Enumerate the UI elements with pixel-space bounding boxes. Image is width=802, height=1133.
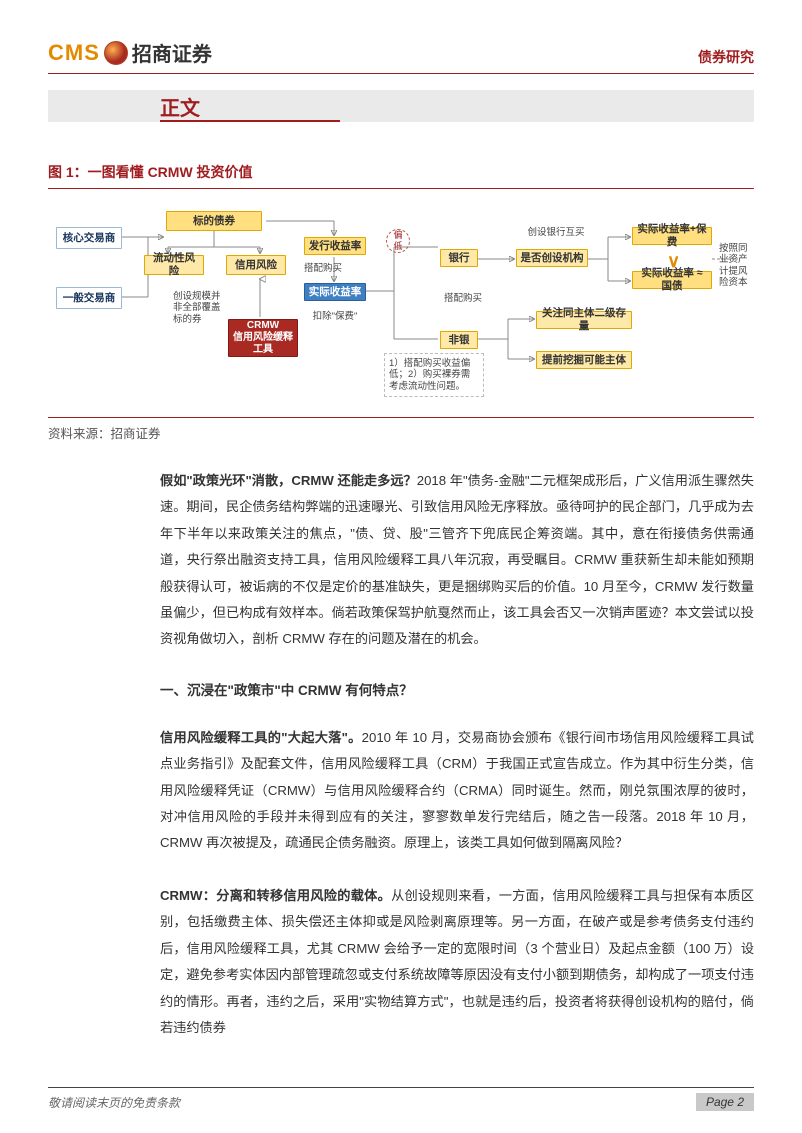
- section-heading-1: 一、沉浸在"政策市"中 CRMW 有何特点？: [160, 679, 754, 699]
- brand-logo-icon: [104, 41, 128, 65]
- p2-body: 2010 年 10 月，交易商协会颁布《银行间市场信用风险缓释工具试点业务指引》…: [160, 730, 754, 851]
- title-text: 正文: [160, 92, 200, 121]
- node-yield-eq-gov: 实际收益率 ≈ 国债: [632, 271, 712, 289]
- label-match-buy: 搭配购买: [298, 261, 348, 276]
- brand-cn-text: 招商证券: [132, 38, 212, 67]
- node-mining: 提前挖掘可能主体: [536, 351, 632, 369]
- label-capital-note: 按照同业资产计提风险资本: [716, 241, 756, 291]
- node-actual-yield: 实际收益率: [304, 283, 366, 301]
- paragraph-2: 信用风险缓释工具的"大起大落"。2010 年 10 月，交易商协会颁布《银行间市…: [160, 725, 754, 857]
- node-issue-yield: 发行收益率: [304, 237, 366, 255]
- node-nonbank: 非银: [440, 331, 478, 349]
- p1-lead: 假如"政策光环"消散，CRMW 还能走多远？: [160, 473, 417, 488]
- paragraph-3: CRMW：分离和转移信用风险的载体。从创设规则来看，一方面，信用风险缓释工具与担…: [160, 883, 754, 1041]
- p3-body: 从创设规则来看，一方面，信用风险缓释工具与担保有本质区别，包括缴费主体、损失偿还…: [160, 888, 754, 1035]
- node-general-dealer: 一般交易商: [56, 287, 122, 309]
- figure-source: 资料来源：招商证券: [48, 417, 754, 442]
- brand: CMS 招商证券: [48, 38, 212, 67]
- header-category: 债券研究: [698, 47, 754, 67]
- flowchart-diagram: 核心交易商 一般交易商 标的债券 流动性风险 信用风险 创设规模并非全部覆盖标的…: [48, 199, 754, 415]
- footer-page-number: Page 2: [696, 1093, 754, 1111]
- page-header: CMS 招商证券 债券研究: [48, 38, 754, 74]
- node-core-dealer: 核心交易商: [56, 227, 122, 249]
- node-low-circle: 偏低: [386, 229, 410, 253]
- footer-disclaimer: 敬请阅读末页的免责条款: [48, 1094, 180, 1111]
- page-footer: 敬请阅读末页的免责条款 Page 2: [48, 1087, 754, 1111]
- label-swap-note: 创设银行互买: [520, 225, 592, 240]
- p3-lead: CRMW：分离和转移信用风险的载体。: [160, 888, 391, 903]
- node-is-creator: 是否创设机构: [516, 249, 588, 267]
- node-liquidity-risk: 流动性风险: [144, 255, 204, 275]
- node-bank: 银行: [440, 249, 478, 267]
- node-yield-plus-fee: 实际收益率+保费: [632, 227, 712, 245]
- paragraph-1: 假如"政策光环"消散，CRMW 还能走多远？2018 年"债务-金融"二元框架成…: [160, 468, 754, 653]
- figure-caption: 图 1：一图看懂 CRMW 投资价值: [48, 162, 754, 189]
- node-attention: 关注同主体二级存量: [536, 311, 632, 329]
- node-credit-risk: 信用风险: [226, 255, 286, 275]
- p1-body: 2018 年"债务-金融"二元框架成形后，广义信用派生骤然失速。期间，民企债务结…: [160, 473, 754, 646]
- label-deduct-fee: 扣除"保费": [304, 309, 366, 324]
- title-bar: 正文: [48, 90, 754, 122]
- node-target-bond: 标的债券: [166, 211, 262, 231]
- label-match-buy-2: 搭配购买: [438, 291, 488, 306]
- p2-lead: 信用风险缓释工具的"大起大落"。: [160, 730, 362, 745]
- node-crmw-tool: CRMW 信用风险缓释工具: [228, 319, 298, 357]
- brand-cms-text: CMS: [48, 40, 100, 66]
- label-bottom-note: 1）搭配购买收益偏低；2）购买裸券需考虑流动性问题。: [384, 353, 484, 397]
- label-setup-note: 创设规模并非全部覆盖标的券: [170, 289, 230, 327]
